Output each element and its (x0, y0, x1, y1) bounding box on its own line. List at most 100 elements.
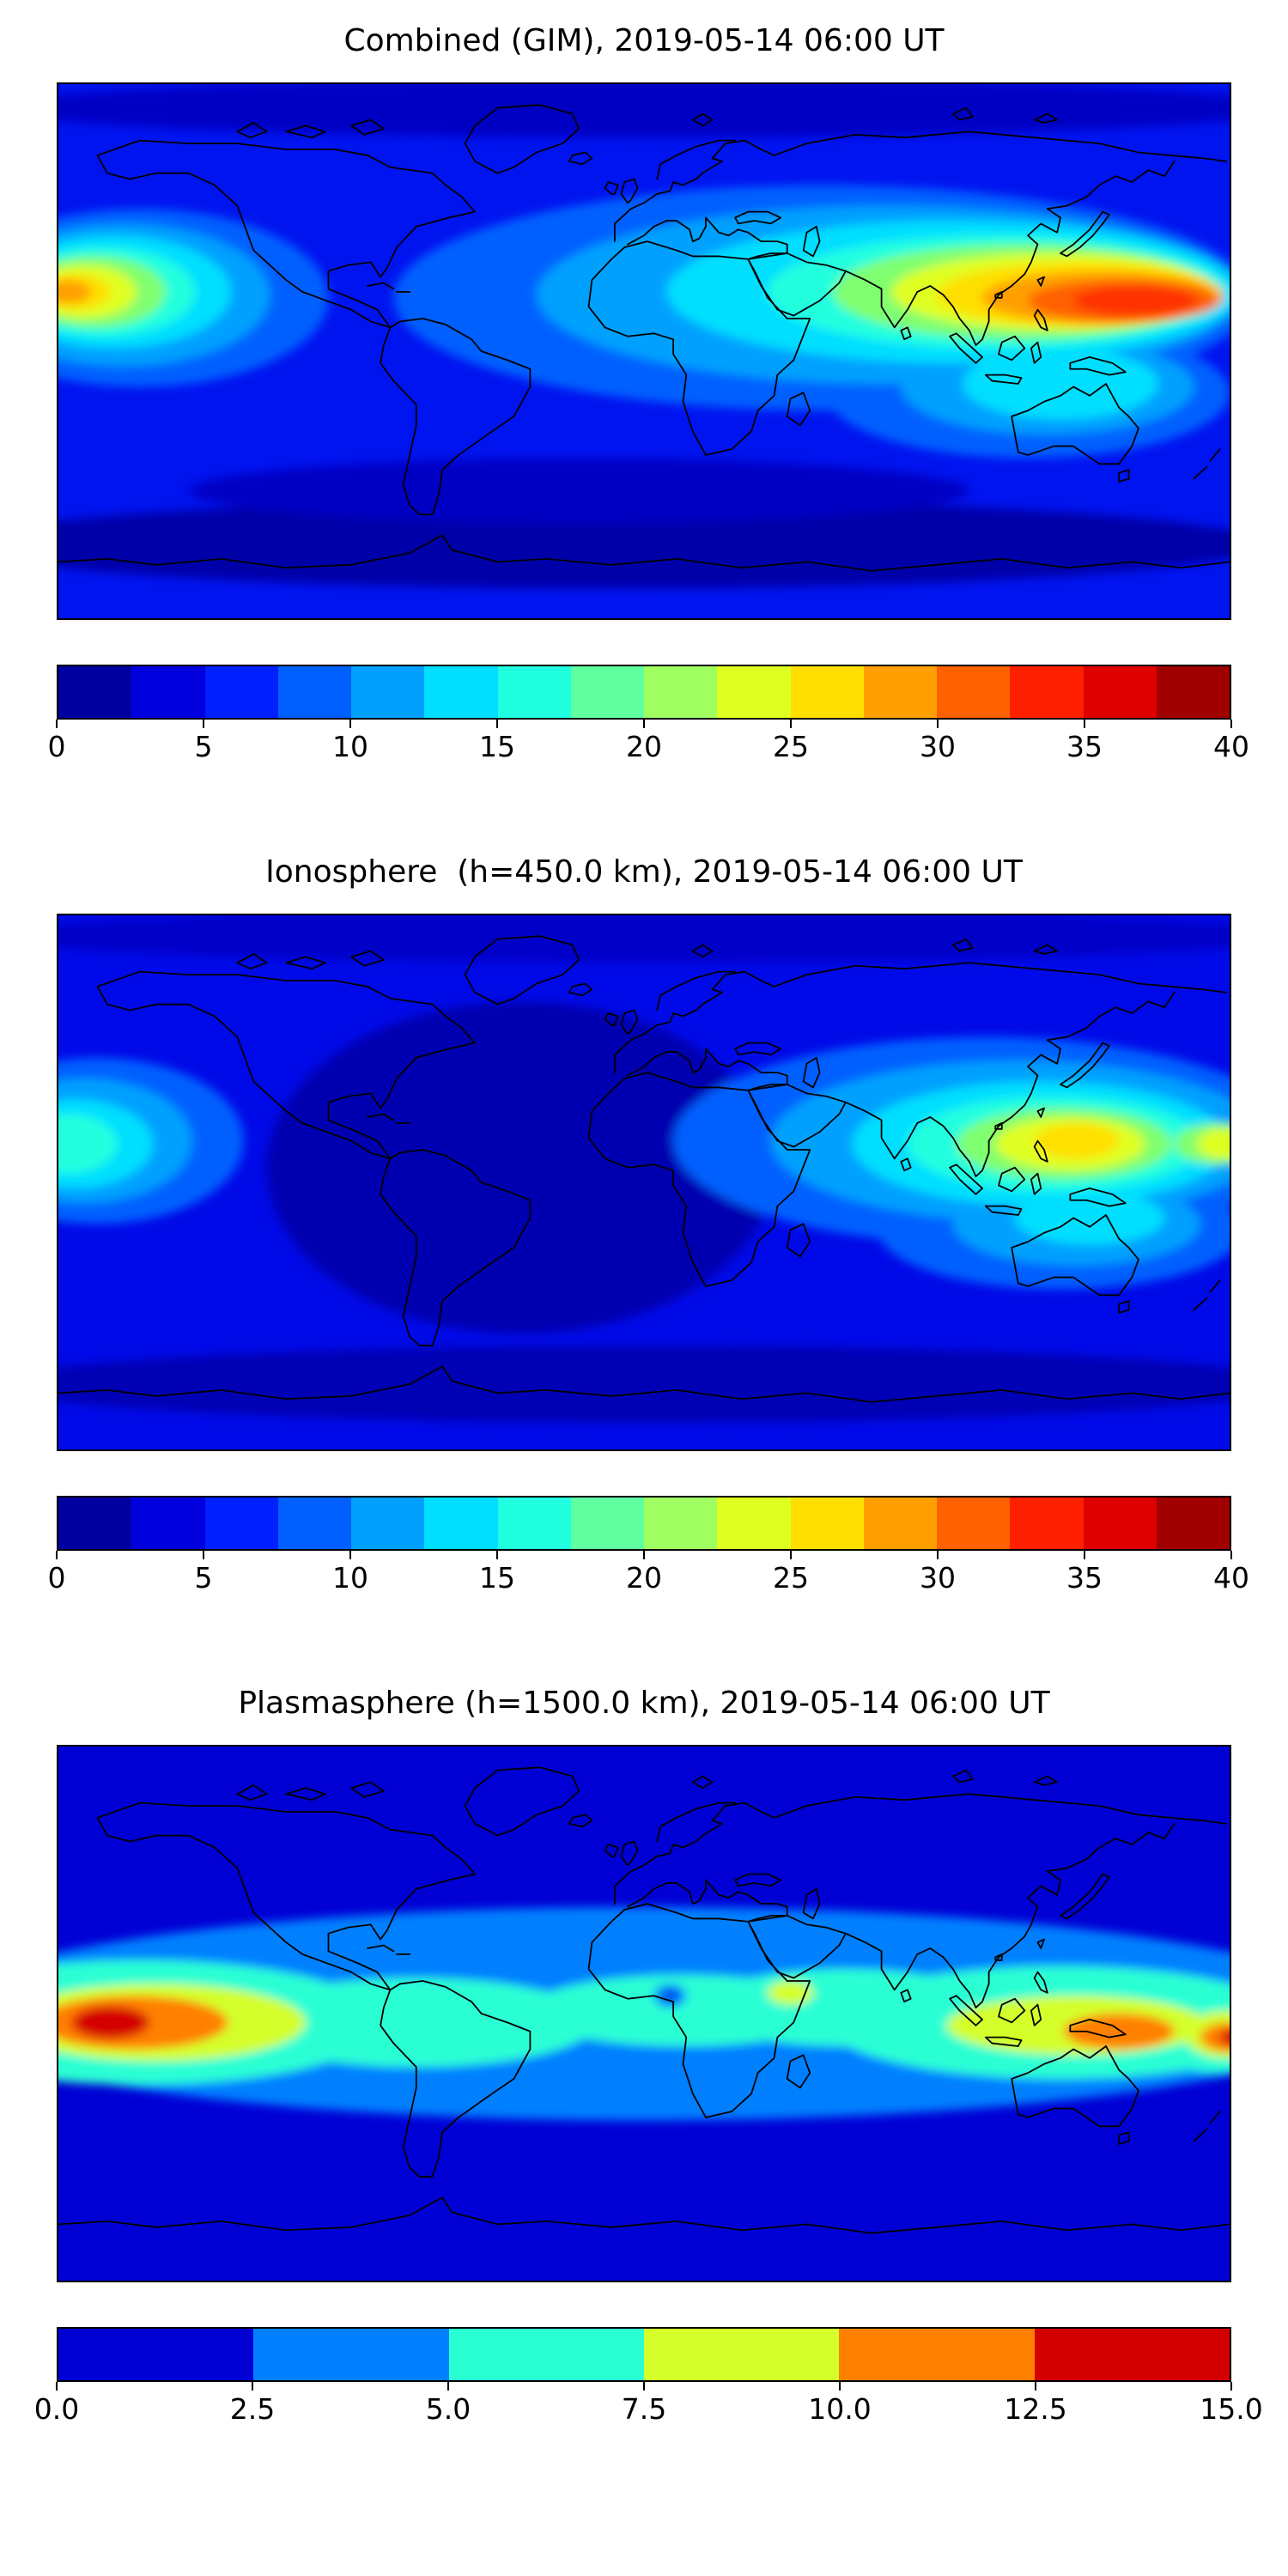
colorbar-tick (839, 2382, 841, 2391)
colorbar-segment (1156, 666, 1230, 718)
colorbar-segment (1010, 666, 1084, 718)
colorbar-segment (790, 1498, 864, 1549)
colorbar-segment (570, 666, 644, 718)
colorbar-tick-label: 40 (1213, 1561, 1249, 1595)
colorbar-segment (1010, 1498, 1084, 1549)
colorbar-segment (643, 2329, 840, 2380)
colorbar-tick-label: 7.5 (621, 2392, 667, 2426)
contour-regions (58, 1906, 1230, 2121)
contour-region (963, 348, 1158, 420)
colorbar-tick-label: 0 (47, 730, 66, 763)
colorbar-segment (448, 2329, 644, 2380)
colorbar-tick-label: 30 (920, 1561, 956, 1595)
colorbar-tick-label: 25 (773, 1561, 809, 1595)
contour-region (58, 84, 1230, 138)
colorbar-tick (496, 720, 498, 728)
colorbar-segment (277, 1498, 351, 1549)
colorbar-segment (937, 1498, 1011, 1549)
colorbar-tick (1084, 1551, 1085, 1559)
colorbar-segment (351, 666, 425, 718)
contour-region (1200, 2022, 1230, 2052)
panel-plasmasphere: Plasmasphere (h=1500.0 km), 2019-05-14 0… (34, 1683, 1263, 2435)
contour-regions (58, 84, 1230, 589)
contour-region (58, 499, 1230, 589)
colorbar-tick-label: 15 (479, 730, 515, 763)
colorbar-tick-label: 20 (626, 1561, 662, 1595)
colorbar-segment (58, 666, 132, 718)
colorbar-ticks-combined: 0 5 10 15 20 25 30 35 40 (48, 720, 1249, 773)
contour-region (1219, 2028, 1230, 2046)
colorbar-tick-label: 0 (47, 1561, 66, 1595)
colorbar-tick-label: 20 (626, 730, 662, 763)
colorbar-combined (57, 665, 1231, 720)
panel-ionosphere: Ionosphere (h=450.0 km), 2019-05-14 06:0… (48, 852, 1250, 1604)
colorbar-segment (863, 1498, 937, 1549)
contour-region (1034, 1122, 1120, 1159)
colorbar-tick-label: 5 (194, 730, 213, 763)
colorbar-tick (252, 2382, 253, 2391)
panel-title: Ionosphere (h=450.0 km), 2019-05-14 06:0… (265, 854, 1023, 890)
colorbar-segment (351, 1498, 425, 1549)
colorbar-segment (424, 1498, 498, 1549)
colorbar-tick-label: 0.0 (33, 2392, 80, 2426)
colorbar-segment (570, 1498, 644, 1549)
colorbar-plasmasphere (57, 2327, 1231, 2382)
colorbar-ticks-ionosphere: 0 5 10 15 20 25 30 35 40 (48, 1551, 1249, 1604)
colorbar-segment (497, 1498, 571, 1549)
contour-region (1073, 285, 1198, 316)
colorbar-segment (937, 666, 1011, 718)
colorbar-tick (203, 720, 204, 728)
colorbar-segment (1034, 2329, 1230, 2380)
world-contour-map-combined (58, 84, 1230, 618)
colorbar-tick (643, 2382, 645, 2391)
colorbar-segment (277, 666, 351, 718)
colorbar-tick (1230, 720, 1232, 728)
contour-region (58, 915, 1230, 963)
colorbar-segment (717, 666, 791, 718)
colorbar-tick (937, 1551, 939, 1559)
world-contour-map-plasmasphere (58, 1747, 1230, 2281)
map-ionosphere-frame (57, 914, 1231, 1451)
colorbar-tick (1230, 2382, 1232, 2391)
colorbar-tick-label: 10 (332, 1561, 368, 1595)
colorbar-tick (1035, 2382, 1036, 2391)
colorbar-segment (839, 2329, 1035, 2380)
colorbar-segment (1083, 666, 1157, 718)
contour-region (1014, 1191, 1165, 1245)
colorbar-ticks-plasmasphere: 0.0 2.5 5.0 7.5 10.0 12.5 15.0 (34, 2382, 1263, 2435)
colorbar-tick-label: 30 (920, 730, 956, 763)
colorbar-tick (937, 720, 939, 728)
colorbar-tick (1230, 1551, 1232, 1559)
colorbar-tick (56, 2382, 58, 2391)
colorbar-tick-label: 12.5 (1004, 2392, 1067, 2426)
colorbar-segment (717, 1498, 791, 1549)
colorbar-segment (497, 666, 571, 718)
colorbar-tick (1084, 720, 1085, 728)
colorbar-tick-label: 25 (773, 730, 809, 763)
colorbar-segment (1083, 1498, 1157, 1549)
map-plasmasphere-frame (57, 1745, 1231, 2282)
colorbar-segment (204, 1498, 278, 1549)
colorbar-tick (643, 720, 645, 728)
colorbar-tick-label: 2.5 (229, 2392, 276, 2426)
colorbar-tick-label: 15.0 (1200, 2392, 1263, 2426)
map-combined-frame (57, 82, 1231, 620)
colorbar-segment (644, 666, 718, 718)
contour-region (58, 280, 91, 304)
colorbar-ionosphere (57, 1496, 1231, 1551)
contour-region (1063, 2014, 1175, 2050)
colorbar-tick-label: 40 (1213, 730, 1249, 763)
colorbar-tick-label: 10 (332, 730, 368, 763)
colorbar-tick-label: 10.0 (808, 2392, 872, 2426)
colorbar-tick-label: 5 (194, 1561, 213, 1595)
figure: Combined (GIM), 2019-05-14 06:00 UT 0 5 10… (34, 21, 1263, 2435)
colorbar-segment (644, 1498, 718, 1549)
panel-combined: Combined (GIM), 2019-05-14 06:00 UT 0 5 10… (48, 21, 1250, 773)
colorbar-tick (496, 1551, 498, 1559)
colorbar-tick-label: 35 (1066, 730, 1103, 763)
contour-region (188, 458, 969, 524)
colorbar-tick-label: 35 (1066, 1561, 1103, 1595)
colorbar-segment (131, 666, 205, 718)
colorbar-tick (56, 720, 58, 728)
colorbar-segment (58, 1498, 132, 1549)
